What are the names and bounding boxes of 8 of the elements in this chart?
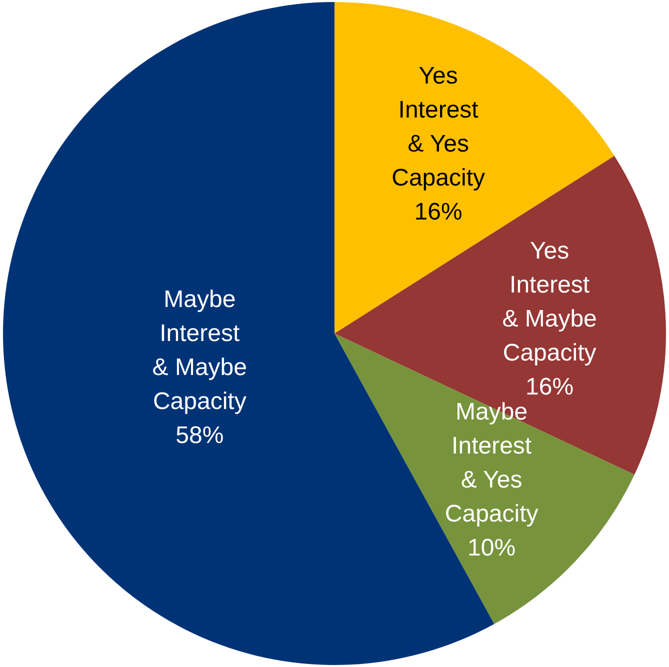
slice-label: Maybe Interest & Maybe Capacity [152,286,248,415]
data-label: 16% [526,374,574,401]
slice-label: Yes Interest & Yes Capacity [392,62,485,192]
data-label: 16% [414,198,462,226]
data-label: 10% [468,534,516,562]
slice-label: Yes Interest & Maybe Capacity [502,238,597,367]
data-label: 58% [176,422,224,449]
slice-label: Maybe Interest & Yes Capacity [444,398,538,528]
